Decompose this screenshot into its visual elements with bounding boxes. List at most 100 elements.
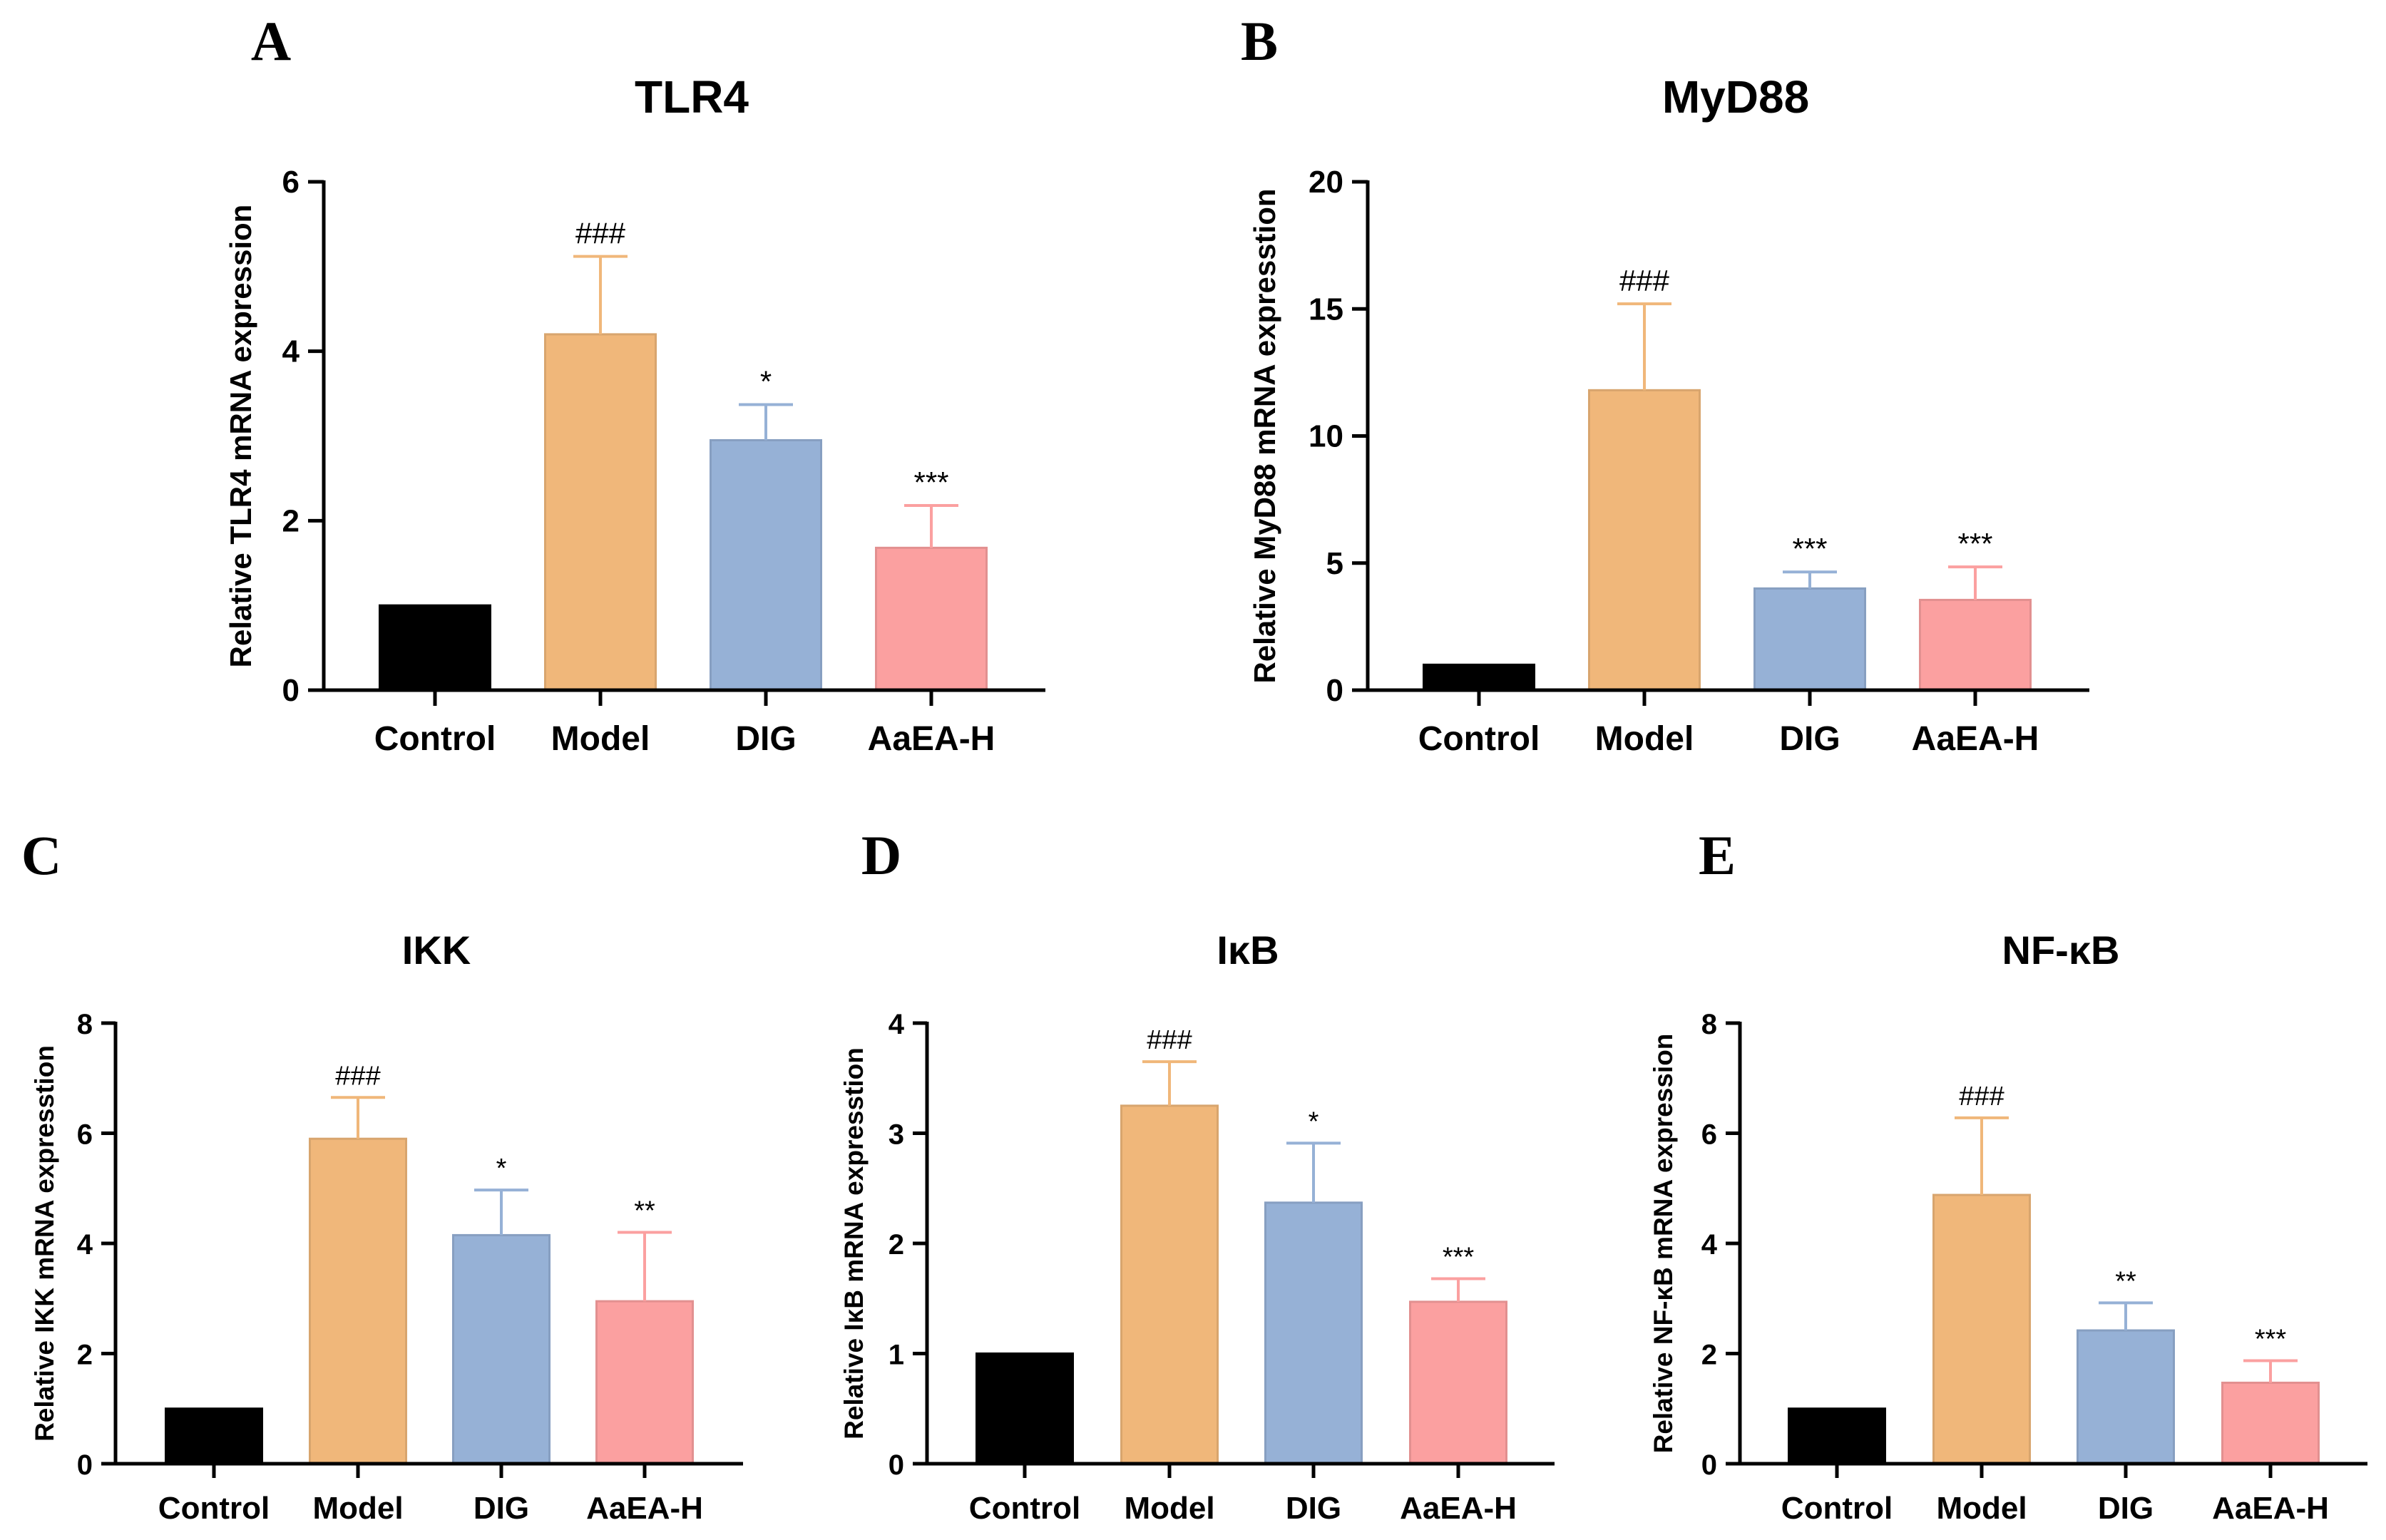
y-axis-label: Relative MyD88 mRNA expresstion: [1248, 188, 1281, 683]
chart-panel-c: C IKK Relative IKK mRNA expresstion Control…: [21, 824, 743, 1526]
chart-panel-d: D IκB Relative IκB mRNA expresstion Control…: [839, 824, 1555, 1526]
bar-dig: [1264, 1201, 1363, 1465]
bar-control: [976, 1352, 1074, 1465]
category-label: DIG: [2098, 1491, 2154, 1526]
significance-label: ***: [2255, 1325, 2287, 1355]
y-tick-label: 6: [282, 165, 299, 200]
category-label: DIG: [735, 720, 796, 758]
chart-title: MyD88: [1662, 71, 1809, 123]
y-tick-label: 20: [1309, 165, 1343, 200]
bar-dig: [1753, 587, 1866, 692]
bar-model: [1120, 1104, 1219, 1465]
y-tick-label: 8: [77, 1009, 93, 1040]
category-label: AaEA-H: [868, 720, 995, 758]
bar-dig: [2077, 1329, 2175, 1465]
bar-model: [1932, 1194, 2031, 1465]
significance-label: ###: [575, 217, 626, 250]
y-tick-label: 6: [1701, 1119, 1717, 1151]
significance-label: ###: [1619, 264, 1670, 297]
panel-letter: D: [861, 824, 901, 886]
significance-label: ###: [335, 1061, 380, 1091]
y-axis-label: Relative TLR4 mRNA expression: [224, 205, 257, 668]
y-tick-label: 6: [77, 1119, 93, 1151]
bar-control: [1423, 663, 1535, 692]
bar-dig: [452, 1233, 551, 1465]
y-tick-label: 10: [1309, 419, 1343, 454]
category-label: DIG: [1286, 1491, 1341, 1526]
bar-model: [544, 333, 657, 692]
significance-label: *: [760, 365, 772, 399]
y-tick-label: 4: [282, 334, 300, 369]
category-label: Control: [158, 1491, 270, 1526]
y-tick-label: 8: [1701, 1009, 1717, 1040]
panel-letter: B: [1241, 10, 1278, 72]
panel-letter: C: [21, 824, 61, 886]
significance-label: **: [2115, 1266, 2136, 1296]
y-tick-label: 5: [1326, 546, 1343, 581]
category-label: Control: [969, 1491, 1080, 1526]
y-tick-label: 2: [282, 503, 299, 538]
y-tick-label: 2: [77, 1340, 93, 1371]
bar-control: [379, 604, 491, 692]
category-label: DIG: [1779, 720, 1840, 758]
category-label: AaEA-H: [1912, 720, 2039, 758]
y-tick-label: 0: [1326, 673, 1343, 708]
y-tick-label: 4: [889, 1009, 905, 1040]
y-tick-label: 4: [1701, 1229, 1718, 1261]
chart-title: IκB: [1217, 928, 1279, 972]
bar-aaea-h: [595, 1300, 694, 1465]
significance-label: ***: [1957, 527, 1992, 560]
significance-label: *: [1309, 1107, 1319, 1136]
chart-panel-b: B MyD88 Relative MyD88 mRNA expresstion Con…: [1241, 10, 2089, 758]
significance-label: **: [634, 1196, 655, 1226]
category-label: Model: [551, 720, 650, 758]
bar-aaea-h: [1919, 598, 2032, 692]
panel-letter: E: [1699, 824, 1736, 886]
category-label: Model: [312, 1491, 403, 1526]
significance-label: ###: [1147, 1025, 1192, 1055]
bar-aaea-h: [2221, 1381, 2320, 1465]
y-tick-label: 4: [77, 1229, 93, 1261]
bar-model: [309, 1137, 407, 1465]
bar-control: [165, 1407, 263, 1465]
y-tick-label: 1: [889, 1340, 904, 1371]
category-label: Control: [1418, 720, 1540, 758]
bar-aaea-h: [875, 546, 988, 692]
category-label: AaEA-H: [1400, 1491, 1517, 1526]
chart-title: NF-κB: [2002, 928, 2120, 972]
category-label: Model: [1124, 1491, 1214, 1526]
category-label: AaEA-H: [586, 1491, 703, 1526]
y-tick-label: 3: [889, 1119, 904, 1151]
chart-panel-a: A TLR4 Relative TLR4 mRNA expression Contro…: [224, 10, 1045, 758]
chart-title: IKK: [402, 928, 471, 972]
y-axis-label: Relative IκB mRNA expresstion: [839, 1047, 869, 1439]
bar-control: [1788, 1407, 1886, 1465]
y-axis-label: Relative NF-κB mRNA expression: [1649, 1034, 1678, 1454]
bar-dig: [710, 438, 822, 692]
chart-title: TLR4: [635, 71, 749, 123]
significance-label: ***: [1792, 532, 1827, 565]
chart-panel-e: E NF-κB Relative NF-κB mRNA expression Cont…: [1649, 824, 2367, 1526]
category-label: Control: [374, 720, 496, 758]
y-tick-label: 0: [77, 1449, 93, 1481]
category-label: Model: [1595, 720, 1694, 758]
y-tick-label: 0: [1701, 1449, 1717, 1481]
y-tick-label: 2: [889, 1229, 904, 1261]
significance-label: ###: [1959, 1082, 2004, 1112]
y-tick-label: 15: [1309, 292, 1343, 327]
bar-model: [1588, 389, 1701, 692]
category-label: DIG: [473, 1491, 529, 1526]
y-tick-label: 2: [1701, 1340, 1717, 1371]
y-tick-label: 0: [889, 1449, 904, 1481]
significance-label: ***: [1443, 1242, 1475, 1272]
significance-label: *: [496, 1154, 507, 1184]
y-axis-label: Relative IKK mRNA expresstion: [30, 1045, 59, 1442]
category-label: Control: [1781, 1491, 1893, 1526]
significance-label: ***: [913, 466, 948, 499]
category-label: AaEA-H: [2212, 1491, 2329, 1526]
category-label: Model: [1936, 1491, 2027, 1526]
panel-letter: A: [251, 10, 291, 72]
bar-aaea-h: [1409, 1300, 1507, 1465]
y-tick-label: 0: [282, 673, 299, 708]
